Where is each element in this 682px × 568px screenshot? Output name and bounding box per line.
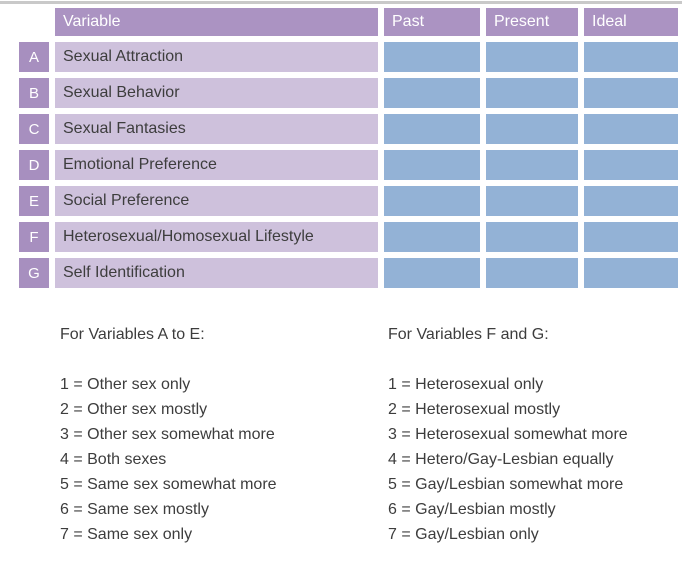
legend-heading: For Variables F and G: [388, 326, 549, 343]
grid-cell-b-present[interactable] [486, 78, 578, 108]
grid-cell-f-ideal[interactable] [584, 222, 678, 252]
table-header-row: Variable Past Present Ideal [19, 8, 678, 36]
legend-variables-f-and-g: For Variables F and G: 1 = Heterosexual … [388, 322, 628, 547]
grid-cell-e-present[interactable] [486, 186, 578, 216]
legend-item: 6 = Same sex mostly [60, 501, 209, 518]
row-label-f: Heterosexual/Homosexual Lifestyle [55, 222, 378, 252]
legend-item: 2 = Other sex mostly [60, 401, 208, 418]
row-key-c: C [19, 114, 49, 144]
table-row-d: D Emotional Preference [19, 150, 678, 180]
legend-item: 7 = Same sex only [60, 526, 193, 543]
legend-item: 5 = Gay/Lesbian somewhat more [388, 476, 624, 493]
legend-items: 1 = Heterosexual only 2 = Heterosexual m… [388, 372, 628, 547]
grid-cell-g-ideal[interactable] [584, 258, 678, 288]
grid-cell-c-past[interactable] [384, 114, 480, 144]
grid-cell-d-past[interactable] [384, 150, 480, 180]
grid-cell-f-present[interactable] [486, 222, 578, 252]
column-header-ideal: Ideal [584, 8, 678, 36]
row-key-e: E [19, 186, 49, 216]
row-label-c: Sexual Fantasies [55, 114, 378, 144]
table-row-c: C Sexual Fantasies [19, 114, 678, 144]
grid-cell-g-present[interactable] [486, 258, 578, 288]
row-key-d: D [19, 150, 49, 180]
legend-item: 3 = Other sex somewhat more [60, 426, 275, 443]
grid-cell-g-past[interactable] [384, 258, 480, 288]
column-header-present: Present [486, 8, 578, 36]
grid-cell-c-present[interactable] [486, 114, 578, 144]
table-row-e: E Social Preference [19, 186, 678, 216]
table-row-b: B Sexual Behavior [19, 78, 678, 108]
legend-heading: For Variables A to E: [60, 326, 205, 343]
legend-item: 4 = Both sexes [60, 451, 167, 468]
klein-grid-table: Variable Past Present Ideal A Sexual Att… [19, 8, 678, 288]
table-row-f: F Heterosexual/Homosexual Lifestyle [19, 222, 678, 252]
grid-cell-b-past[interactable] [384, 78, 480, 108]
table-row-g: G Self Identification [19, 258, 678, 288]
legend-item: 4 = Hetero/Gay-Lesbian equally [388, 451, 614, 468]
legend-item: 1 = Other sex only [60, 376, 191, 393]
column-header-past: Past [384, 8, 480, 36]
legend-item: 6 = Gay/Lesbian mostly [388, 501, 556, 518]
legend-item: 2 = Heterosexual mostly [388, 401, 561, 418]
grid-cell-d-present[interactable] [486, 150, 578, 180]
grid-cell-d-ideal[interactable] [584, 150, 678, 180]
top-border-line [0, 1, 682, 4]
row-key-g: G [19, 258, 49, 288]
row-key-f: F [19, 222, 49, 252]
row-label-e: Social Preference [55, 186, 378, 216]
grid-cell-f-past[interactable] [384, 222, 480, 252]
legend-item: 3 = Heterosexual somewhat more [388, 426, 628, 443]
grid-cell-e-past[interactable] [384, 186, 480, 216]
row-label-a: Sexual Attraction [55, 42, 378, 72]
legend-item: 7 = Gay/Lesbian only [388, 526, 539, 543]
header-corner-spacer [19, 8, 49, 36]
grid-cell-c-ideal[interactable] [584, 114, 678, 144]
grid-cell-a-present[interactable] [486, 42, 578, 72]
grid-cell-e-ideal[interactable] [584, 186, 678, 216]
legend-item: 1 = Heterosexual only [388, 376, 544, 393]
grid-cell-a-past[interactable] [384, 42, 480, 72]
row-label-d: Emotional Preference [55, 150, 378, 180]
row-key-a: A [19, 42, 49, 72]
row-label-b: Sexual Behavior [55, 78, 378, 108]
legend-item: 5 = Same sex somewhat more [60, 476, 277, 493]
legend-items: 1 = Other sex only 2 = Other sex mostly … [60, 372, 277, 547]
grid-cell-a-ideal[interactable] [584, 42, 678, 72]
table-row-a: A Sexual Attraction [19, 42, 678, 72]
row-label-g: Self Identification [55, 258, 378, 288]
grid-cell-b-ideal[interactable] [584, 78, 678, 108]
row-key-b: B [19, 78, 49, 108]
legend-variables-a-to-e: For Variables A to E: 1 = Other sex only… [60, 322, 277, 547]
column-header-variable: Variable [55, 8, 378, 36]
